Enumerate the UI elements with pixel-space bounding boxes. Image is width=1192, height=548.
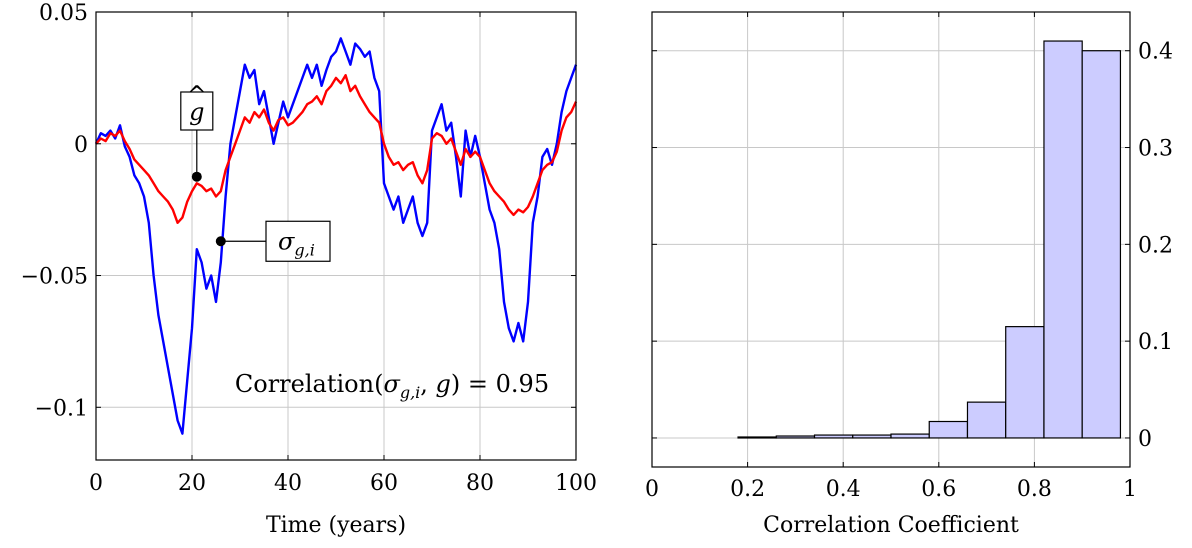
histogram-bar: [966, 401, 1007, 439]
histogram-bar: [1043, 40, 1083, 439]
x-tick-label: 1: [1123, 477, 1137, 502]
y-tick-label: 0: [74, 133, 88, 158]
g-hat-label-box: [180, 91, 214, 131]
y-tick-label: 0.2: [1138, 233, 1173, 258]
sigma-subscript: g,i: [294, 240, 314, 259]
time-series-y-ticks: −0.1 −0.05 0 0.05: [21, 1, 576, 421]
histogram-y-ticks: 0 0.1 0.2 0.3 0.4: [652, 40, 1173, 452]
correlation-sigma-subscript: g,i: [400, 383, 420, 402]
x-tick-label: 20: [178, 471, 206, 496]
histogram-bar: [928, 420, 969, 439]
histogram-plot-frame: [651, 11, 1131, 468]
x-tick-label: 0: [645, 477, 659, 502]
histogram-bar: [1005, 326, 1045, 439]
correlation-label: Correlation(σg,i, g) = 0.95: [235, 370, 549, 402]
sigma-marker: [215, 236, 226, 247]
x-tick-label: 0.8: [1017, 477, 1052, 502]
x-tick-label: 0.6: [921, 477, 956, 502]
histogram-panel: 0 0.2 0.4 0.6 0.8 1 0 0.1 0.2 0.3 0.4 Correlation…: [645, 11, 1173, 538]
sigma-label-box: [265, 220, 331, 262]
time-series-annotations: g^σg,i: [180, 81, 331, 262]
histogram-x-ticks: 0 0.2 0.4 0.6 0.8 1: [645, 12, 1137, 502]
g-hat-label: g: [189, 98, 204, 126]
histogram-x-axis-label: Correlation Coefficient: [763, 513, 1019, 538]
x-tick-label: 40: [274, 471, 302, 496]
time-series-x-ticks: 0 20 40 60 80 100: [89, 12, 597, 496]
histogram-bar: [813, 434, 854, 439]
x-tick-label: 100: [555, 471, 597, 496]
x-tick-label: 0: [89, 471, 103, 496]
histogram-bars: [737, 40, 1122, 439]
x-tick-label: 60: [370, 471, 398, 496]
y-tick-label: 0.3: [1138, 137, 1173, 162]
correlation-sigma: σ: [383, 370, 400, 398]
histogram-bar: [1081, 50, 1122, 439]
time-series-plot-frame: [95, 11, 577, 461]
histogram-bar: [737, 436, 777, 439]
correlation-value: ) = 0.95: [451, 370, 549, 398]
x-tick-label: 0.4: [826, 477, 861, 502]
y-tick-label: 0: [1138, 427, 1152, 452]
x-tick-label: 80: [466, 471, 494, 496]
time-series-lines: [94, 37, 578, 435]
y-tick-label: 0.4: [1138, 40, 1173, 65]
histogram-bar: [775, 435, 816, 439]
histogram-bar: [852, 434, 892, 439]
g-hat-accent: ^: [187, 81, 207, 109]
g-hat-marker: [191, 171, 202, 182]
y-tick-label: 0.1: [1138, 330, 1173, 355]
time-series-x-axis-label: Time (years): [266, 513, 406, 538]
x-tick-label: 0.2: [730, 477, 765, 502]
g-hat-series-line: [95, 73, 578, 225]
correlation-separator: ,: [420, 370, 435, 398]
histogram-bar: [890, 433, 930, 439]
y-tick-label: 0.05: [39, 1, 88, 26]
correlation-g-hat: g: [436, 370, 451, 398]
correlation-prefix: Correlation(: [235, 370, 384, 398]
sigma-series-line: [94, 37, 578, 435]
y-tick-label: −0.05: [21, 265, 88, 290]
y-tick-label: −0.1: [35, 396, 88, 421]
